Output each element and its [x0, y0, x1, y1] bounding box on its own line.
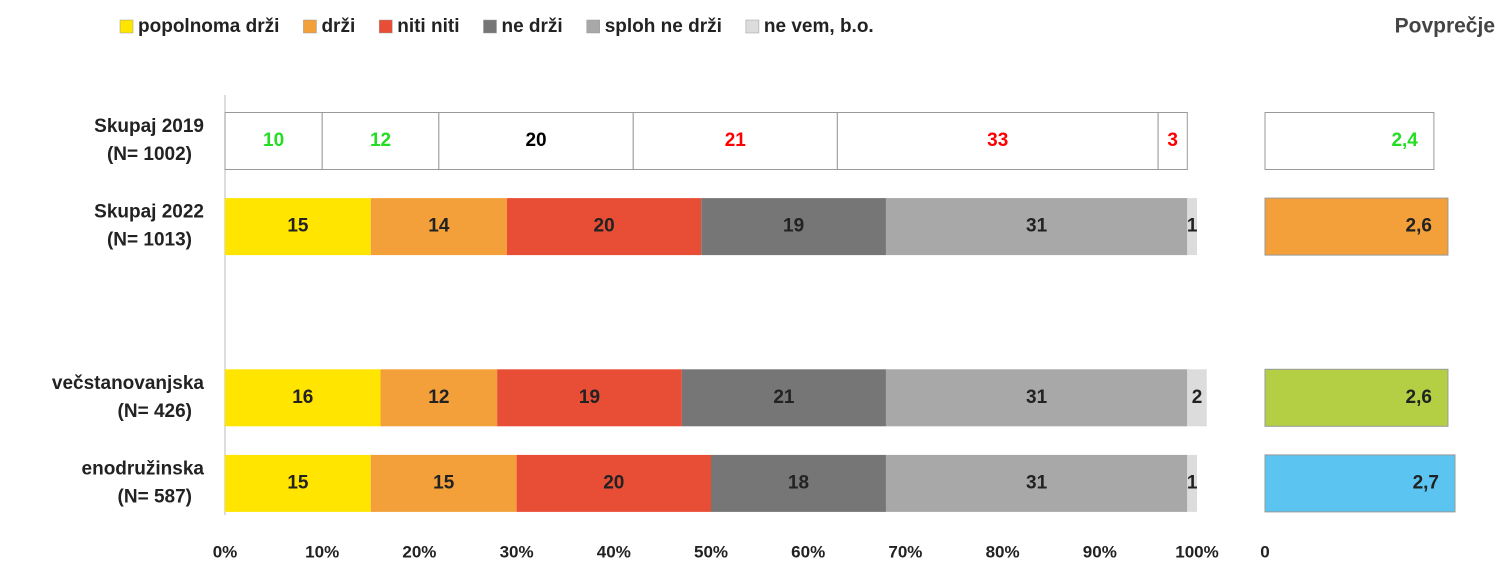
value-label: 15 [287, 216, 309, 237]
chart-title: Povprečje [1395, 15, 1495, 38]
legend-label: popolnoma drži [138, 16, 279, 37]
x-tick-label: 40% [597, 542, 631, 561]
bar-segment [885, 454, 1188, 512]
value-label: 21 [725, 130, 747, 151]
bar-segment [225, 198, 371, 256]
legend-swatch [303, 19, 317, 34]
value-label: 2,6 [1406, 387, 1432, 408]
x-tick-label: 10% [305, 542, 339, 561]
value-label: 12 [370, 130, 391, 151]
x-tick-label: 60% [791, 542, 825, 561]
value-label: 33 [987, 130, 1008, 151]
bar-segment [321, 112, 440, 170]
bar-segment [497, 369, 682, 427]
x-tick-label: 30% [500, 542, 534, 561]
bar-segment [885, 198, 1188, 256]
legend-swatch [586, 19, 600, 34]
bar-segment [225, 454, 371, 512]
bar-segment [370, 198, 507, 256]
value-label: 19 [783, 216, 804, 237]
legend-swatch [745, 19, 760, 34]
legend-label: ne drži [501, 16, 562, 37]
value-label: 2,4 [1391, 130, 1418, 151]
value-label: 20 [594, 216, 615, 237]
legend-swatch [483, 19, 497, 34]
value-label: 15 [287, 472, 309, 493]
value-label: 18 [788, 472, 809, 493]
value-label: 16 [292, 387, 313, 408]
bar [1264, 197, 1449, 256]
bar [1264, 112, 1435, 170]
value-label: 31 [1026, 216, 1048, 237]
x-tick-label: 90% [1083, 542, 1117, 561]
value-label: 20 [603, 472, 624, 493]
bar-segment [681, 369, 886, 427]
legend-label: drži [321, 16, 355, 37]
value-label: 2,7 [1413, 472, 1439, 493]
category-label: (N= 426) [118, 401, 192, 422]
x-tick-label: 70% [888, 542, 922, 561]
x-tick-label: 0% [213, 542, 238, 561]
value-label: 21 [773, 387, 795, 408]
bar [1264, 368, 1449, 427]
value-label: 31 [1026, 472, 1048, 493]
value-label: 20 [525, 130, 546, 151]
bar-segment [885, 369, 1188, 427]
value-label: 31 [1026, 387, 1048, 408]
bar-segment [438, 112, 634, 170]
value-label: 1 [1187, 216, 1198, 237]
value-label: 2 [1192, 387, 1203, 408]
value-label: 3 [1167, 130, 1178, 151]
bar-segment [711, 454, 886, 512]
bar-segment [225, 369, 381, 427]
bar-segment [370, 454, 517, 512]
category-label: (N= 587) [118, 486, 192, 507]
category-label: (N= 1013) [107, 230, 192, 251]
bar [1264, 454, 1456, 513]
value-label: 1 [1187, 472, 1198, 493]
value-label: 14 [428, 216, 450, 237]
bar-segment [1157, 112, 1188, 170]
x-tick-label: 20% [402, 542, 436, 561]
legend-swatch [378, 19, 393, 34]
legend-label: sploh ne drži [605, 16, 722, 37]
category-label: enodružinska [82, 458, 205, 479]
category-label: večstanovanjska [52, 373, 205, 394]
legend-label: ne vem, b.o. [764, 16, 874, 37]
category-label: Skupaj 2019 [94, 116, 204, 137]
legend-swatch [119, 19, 134, 34]
value-label: 15 [433, 472, 455, 493]
bar-segment [701, 198, 886, 256]
value-label: 12 [428, 387, 449, 408]
bar-segment [380, 369, 498, 427]
x-tick-label: 100% [1175, 542, 1218, 561]
bar-segment [506, 198, 702, 256]
value-label: 10 [263, 130, 284, 151]
value-label: 19 [579, 387, 600, 408]
category-label: (N= 1002) [107, 144, 192, 165]
value-label: 2,6 [1406, 216, 1432, 237]
x-tick-label: 80% [986, 542, 1020, 561]
x-tick-label: 0 [1260, 542, 1269, 561]
bar-segment [1187, 198, 1197, 256]
bar-segment [516, 454, 711, 512]
legend-label: niti niti [397, 16, 459, 37]
bar-segment [1187, 369, 1207, 427]
bar-segment [1187, 454, 1197, 512]
x-tick-label: 50% [694, 542, 728, 561]
category-label: Skupaj 2022 [94, 202, 204, 223]
